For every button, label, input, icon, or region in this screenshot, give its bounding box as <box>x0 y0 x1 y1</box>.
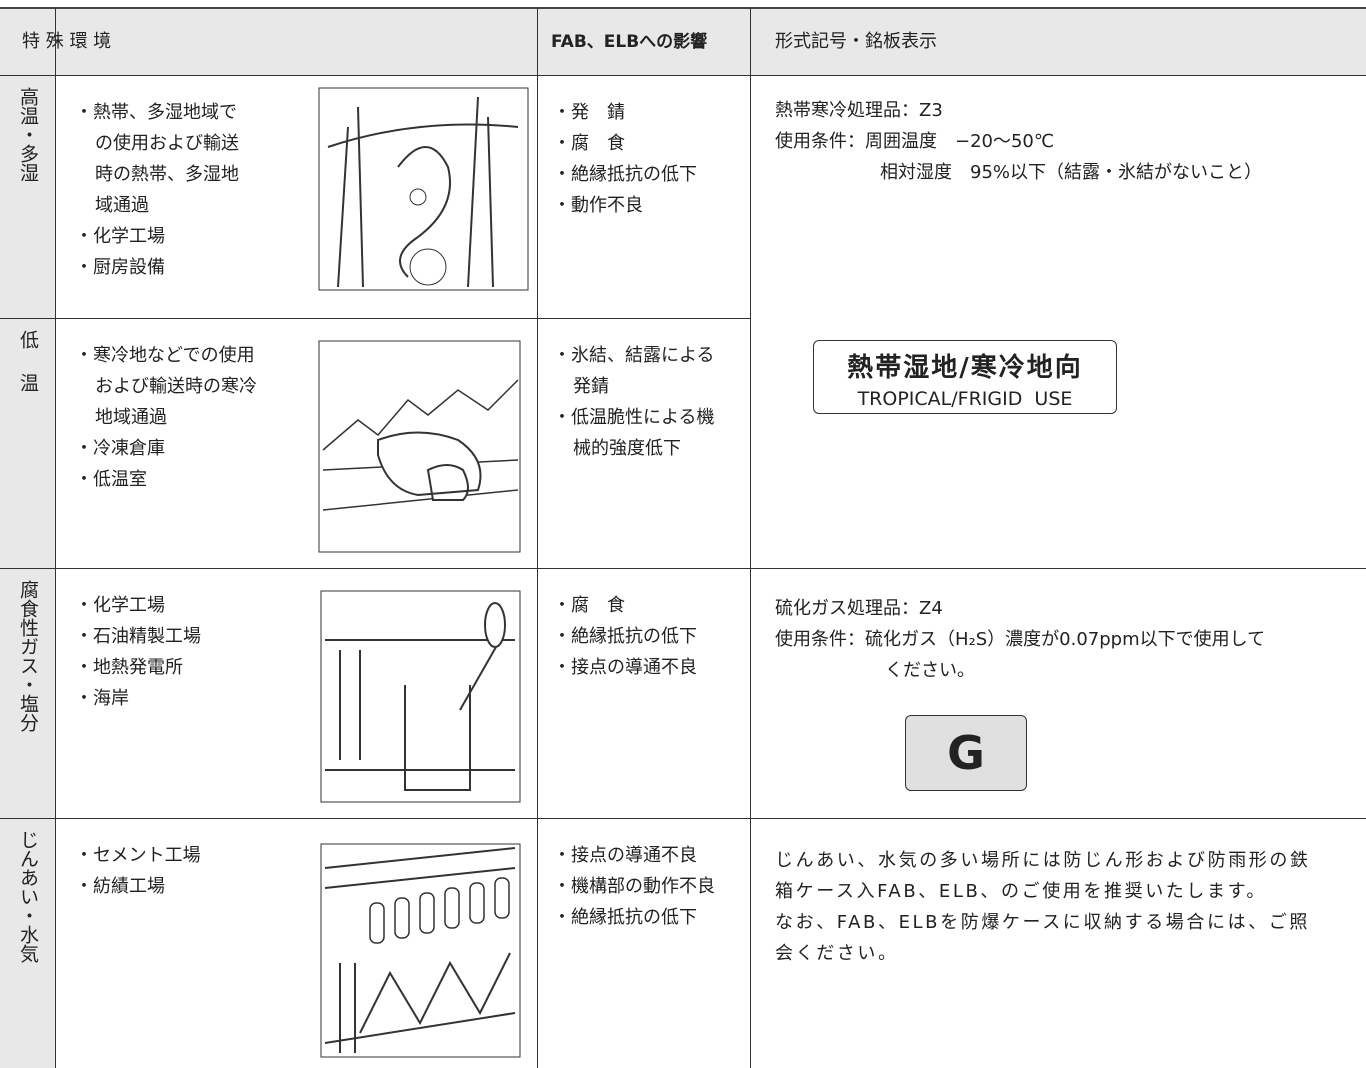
row-rule <box>0 318 1366 319</box>
format-text: 使用条件：硫化ガス（H₂S）濃度が0.07ppm以下で使用して <box>775 629 1266 650</box>
effect-text: ・接点の導通不良 <box>553 845 697 866</box>
header-cell: FAB、ELBへの影響 <box>551 32 708 52</box>
header-cell: 特 殊 環 境 <box>22 31 112 52</box>
g-mark-text: G <box>947 726 985 780</box>
illustration <box>318 340 521 553</box>
condition-text: ・寒冷地などでの使用 <box>75 345 255 366</box>
column-rule <box>537 8 538 1068</box>
condition-text: ・厨房設備 <box>75 257 165 278</box>
condition-text: 地域通過 <box>95 407 167 428</box>
environment-label: 腐食性ガス・塩分 <box>17 580 39 732</box>
top-rule <box>0 7 1366 9</box>
effect-text: ・絶縁抵抗の低下 <box>553 164 697 185</box>
environment-label: じんあい・水気 <box>17 830 39 963</box>
effect-text: ・氷結、結露による <box>553 345 715 366</box>
effect-text: ・発 錆 <box>553 102 625 123</box>
condition-text: および輸送時の寒冷 <box>95 376 257 397</box>
format-text: 硫化ガス処理品：Z4 <box>775 598 943 619</box>
effect-text: ・低温脆性による機 <box>553 407 715 428</box>
column-rule <box>750 8 751 1068</box>
format-text: ください。 <box>885 660 975 681</box>
format-text: なお、FAB、ELBを防爆ケースに収納する場合には、ご照 <box>775 912 1311 933</box>
condition-text: ・海岸 <box>75 688 129 709</box>
condition-text: ・セメント工場 <box>75 845 201 866</box>
condition-text: ・化学工場 <box>75 226 165 247</box>
label-column-bg <box>0 75 55 1068</box>
header-cell: 形式記号・銘板表示 <box>775 31 937 52</box>
effect-text: ・腐 食 <box>553 595 625 616</box>
effect-text: ・絶縁抵抗の低下 <box>553 907 697 928</box>
condition-text: ・化学工場 <box>75 595 165 616</box>
format-text: 会ください。 <box>775 943 899 964</box>
nameplate-text: 熱帯湿地/寒冷地向 <box>847 353 1083 383</box>
illustration <box>320 590 521 803</box>
effect-text: ・機構部の動作不良 <box>553 876 715 897</box>
illustration <box>320 843 521 1058</box>
effect-text: ・絶縁抵抗の低下 <box>553 626 697 647</box>
condition-text: ・石油精製工場 <box>75 626 201 647</box>
column-rule <box>55 8 56 1068</box>
row-rule <box>750 318 1366 319</box>
format-text: 使用条件：周囲温度 −20〜50℃ <box>775 131 1055 152</box>
effect-text: ・接点の導通不良 <box>553 657 697 678</box>
row-rule <box>0 818 1366 819</box>
condition-text: ・低温室 <box>75 469 147 490</box>
condition-text: 時の熱帯、多湿地 <box>95 164 239 185</box>
condition-text: 域通過 <box>95 195 149 216</box>
format-text: 箱ケース入FAB、ELB、のご使用を推奨いたします。 <box>775 881 1268 902</box>
condition-text: ・紡績工場 <box>75 876 165 897</box>
condition-text: ・熱帯、多湿地域で <box>75 102 237 123</box>
g-mark: G <box>905 715 1027 791</box>
environment-label: 高温・多湿 <box>17 87 39 182</box>
header-bg <box>0 8 1366 75</box>
nameplate: 熱帯湿地/寒冷地向 TROPICAL/FRIGID USE <box>813 340 1117 414</box>
effect-text: 発錆 <box>573 376 609 397</box>
illustration <box>318 87 529 291</box>
format-text: 熱帯寒冷処理品：Z3 <box>775 100 943 121</box>
effect-text: ・腐 食 <box>553 133 625 154</box>
environment-label: 低温 <box>17 330 39 416</box>
condition-text: ・地熱発電所 <box>75 657 183 678</box>
nameplate-text: TROPICAL/FRIGID USE <box>857 388 1073 410</box>
row-rule <box>0 75 1366 76</box>
effect-text: 械的強度低下 <box>573 438 681 459</box>
condition-text: ・冷凍倉庫 <box>75 438 165 459</box>
effect-text: ・動作不良 <box>553 195 643 216</box>
format-text: 相対湿度 95%以下（結露・氷結がないこと） <box>880 162 1263 183</box>
row-rule <box>0 568 1366 569</box>
format-text: じんあい、水気の多い場所には防じん形および防雨形の鉄 <box>775 850 1311 871</box>
condition-text: の使用および輸送 <box>95 133 239 154</box>
